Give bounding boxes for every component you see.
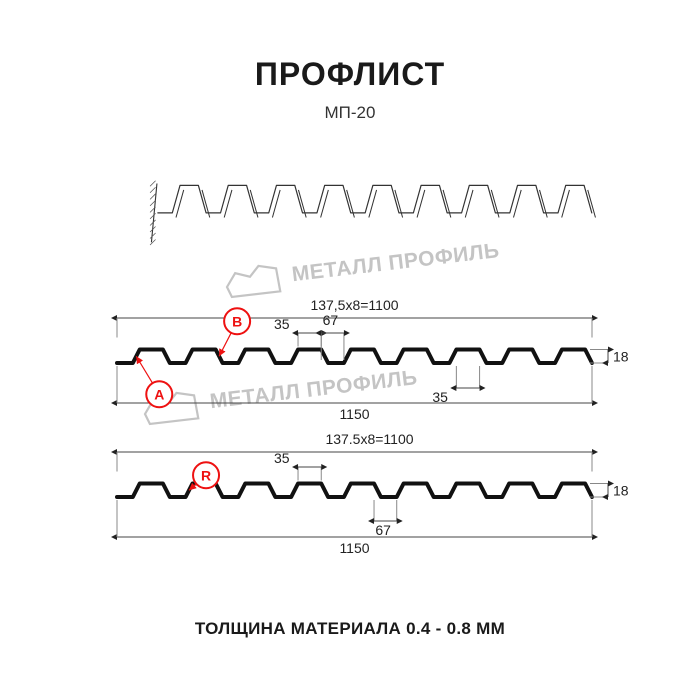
svg-text:A: A	[154, 386, 164, 402]
svg-text:1150: 1150	[339, 540, 369, 556]
svg-text:137.5x8=1100: 137.5x8=1100	[325, 431, 413, 447]
svg-text:35: 35	[274, 316, 290, 332]
svg-text:18: 18	[613, 348, 629, 364]
svg-text:67: 67	[375, 522, 391, 538]
svg-text:18: 18	[613, 482, 629, 498]
svg-text:R: R	[201, 467, 211, 483]
svg-text:B: B	[232, 313, 242, 329]
svg-text:МЕТАЛЛ ПРОФИЛЬ: МЕТАЛЛ ПРОФИЛЬ	[209, 366, 419, 413]
svg-text:137,5x8=1100: 137,5x8=1100	[310, 297, 398, 313]
svg-text:1150: 1150	[339, 406, 369, 422]
svg-text:МЕТАЛЛ ПРОФИЛЬ: МЕТАЛЛ ПРОФИЛЬ	[291, 239, 501, 286]
svg-text:35: 35	[274, 450, 290, 466]
svg-text:35: 35	[432, 389, 448, 405]
svg-text:67: 67	[323, 312, 339, 328]
